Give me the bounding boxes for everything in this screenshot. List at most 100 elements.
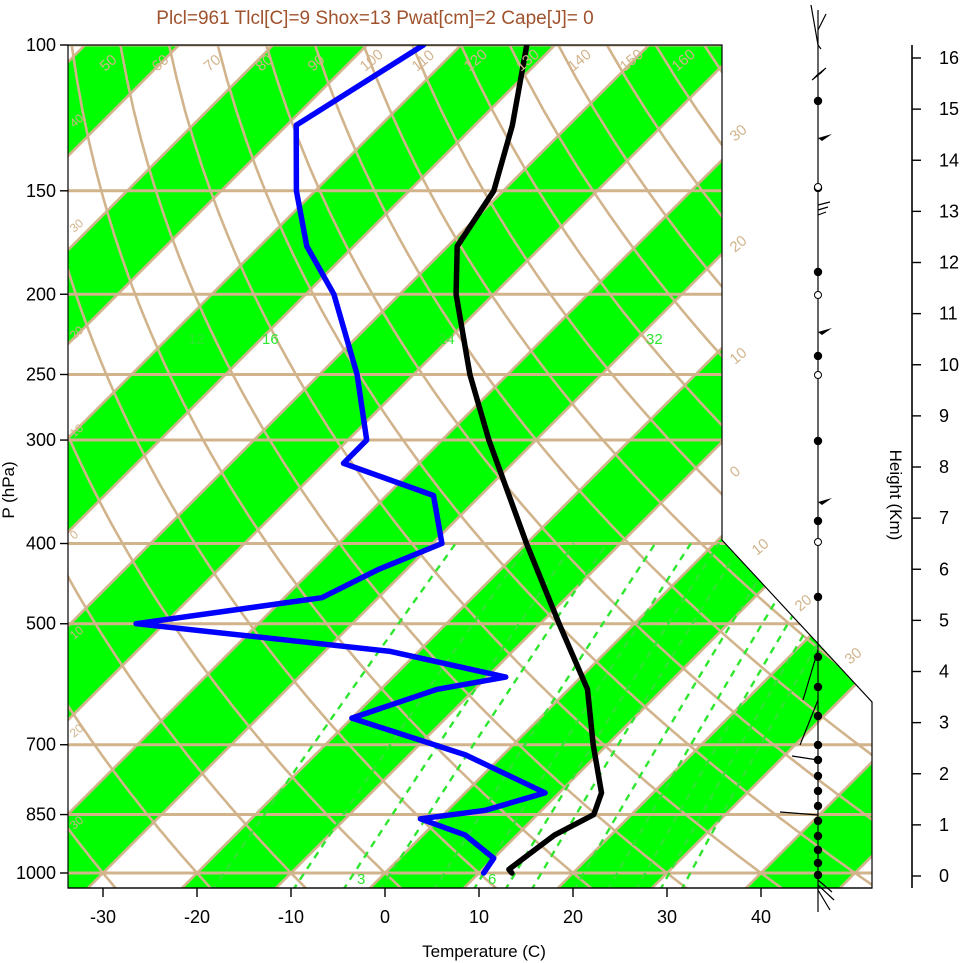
mixing-ratio-line: [472, 542, 692, 888]
wind-barb: [817, 879, 835, 911]
isotherm-band: [558, 45, 872, 888]
x-tick-label: -10: [278, 907, 304, 927]
isotherm-label: 0: [727, 463, 744, 481]
isotherm-band: [68, 45, 872, 888]
mixing-ratio-label: 3: [357, 871, 365, 888]
y-tick-label: 850: [26, 805, 56, 825]
isotherm-label: 10: [749, 535, 773, 559]
dry-adiabat: [216, 45, 872, 888]
y-tick-label: 400: [26, 534, 56, 554]
height-tick-label: 7: [939, 508, 949, 528]
sounding-series: [133, 45, 605, 876]
dry-adiabat: [800, 45, 872, 888]
wind-barb: [810, 4, 827, 50]
wind-barb: [799, 699, 819, 746]
calm-marker: [814, 371, 822, 379]
wind-barb: [791, 755, 819, 761]
isotherm-label: 20: [727, 232, 751, 256]
height-tick-label: 1: [939, 815, 949, 835]
y-tick-label: 100: [26, 35, 56, 55]
wind-marker: [813, 516, 823, 526]
dry-adiabat: [899, 45, 961, 891]
isotherm-band: [68, 45, 367, 888]
wind-marker: [813, 682, 823, 692]
height-tick-label: 0: [939, 866, 949, 886]
mixing-ratio-label: 12: [188, 331, 205, 348]
mixing-ratio-line: [634, 542, 837, 888]
wind-marker: [813, 816, 823, 826]
dry-adiabat: [68, 45, 119, 888]
y-tick-label: 700: [26, 735, 56, 755]
mixing-ratio-line: [679, 542, 872, 888]
isotherm-line: [275, 45, 872, 888]
height-tick-label: 11: [939, 304, 958, 324]
x-tick-label: 20: [563, 907, 583, 927]
wind-barb: [802, 649, 819, 701]
y-tick-label: 250: [26, 364, 56, 384]
height-tick-label: 9: [939, 406, 949, 426]
wind-marker: [813, 831, 823, 841]
x-tick-label: 40: [751, 907, 771, 927]
isotherm-line: [68, 45, 556, 888]
dry-adiabat: [68, 45, 214, 888]
wind-marker: [813, 351, 823, 361]
isotherm-line: [181, 45, 872, 888]
height-tick-label: 6: [939, 559, 949, 579]
plot-area: [68, 45, 961, 891]
isotherm-line: [557, 45, 872, 888]
y-tick-label: 500: [26, 614, 56, 634]
calm-marker: [814, 538, 822, 546]
height-tick-label: 12: [939, 253, 959, 273]
calm-marker: [814, 183, 822, 191]
wind-marker: [813, 870, 823, 880]
dry-adiabat: [70, 45, 596, 888]
isotherm-band: [68, 45, 743, 888]
mixing-ratio-line: [341, 542, 575, 888]
x-tick-label: 10: [469, 907, 489, 927]
x-tick-label: 0: [380, 907, 390, 927]
isotherm-band: [68, 45, 555, 888]
isotherm-label: 30: [842, 644, 866, 668]
wind-barb: [779, 811, 819, 816]
height-tick-label: 4: [939, 662, 949, 682]
wind-marker: [813, 786, 823, 796]
wind-marker: [813, 771, 823, 781]
wind-barb: [817, 201, 831, 216]
wind-marker: [813, 845, 823, 855]
x-tick-label: -20: [184, 907, 210, 927]
temperature-line: [453, 45, 605, 876]
chart-title: Plcl=961 Tlcl[C]=9 Shox=13 Pwat[cm]=2 Ca…: [156, 8, 593, 29]
mixing-ratio-line: [606, 542, 812, 888]
mixing-ratio-line: [503, 542, 721, 888]
mixing-ratio-line: [432, 542, 657, 888]
dewpoint-line: [133, 45, 548, 876]
mixing-ratio-line: [572, 542, 782, 888]
dry-adiabat: [411, 45, 872, 888]
y-tick-label: 1000: [16, 863, 56, 883]
wind-barb: [811, 67, 827, 81]
dry-adiabat: [265, 45, 872, 888]
mixing-ratio-label: 6: [488, 871, 496, 888]
wind-marker: [813, 801, 823, 811]
height-tick-label: 3: [939, 713, 949, 733]
isotherm-line: [68, 45, 368, 888]
height-tick-label: 13: [939, 201, 959, 221]
wind-marker: [813, 740, 823, 750]
dry-adiabat: [948, 45, 961, 891]
height-axis-title: Height (Km): [886, 450, 905, 541]
wind-marker: [813, 711, 823, 721]
x-axis: -30 -20 -10 0 10 20 30 40: [68, 887, 872, 927]
y-tick-label: 150: [26, 181, 56, 201]
mixing-ratio-line: [291, 542, 530, 888]
x-axis-title: Temperature (C): [422, 942, 546, 961]
isotherm-label: 140: [565, 46, 595, 75]
height-tick-label: 8: [939, 457, 949, 477]
isotherm-label: 30: [67, 216, 86, 236]
isotherm-line: [68, 45, 650, 888]
height-tick-label: 10: [939, 355, 959, 375]
isotherm-line: [68, 45, 462, 888]
mixing-ratio-label: 32: [646, 331, 663, 348]
y-axis-title: P (hPa): [0, 461, 18, 518]
